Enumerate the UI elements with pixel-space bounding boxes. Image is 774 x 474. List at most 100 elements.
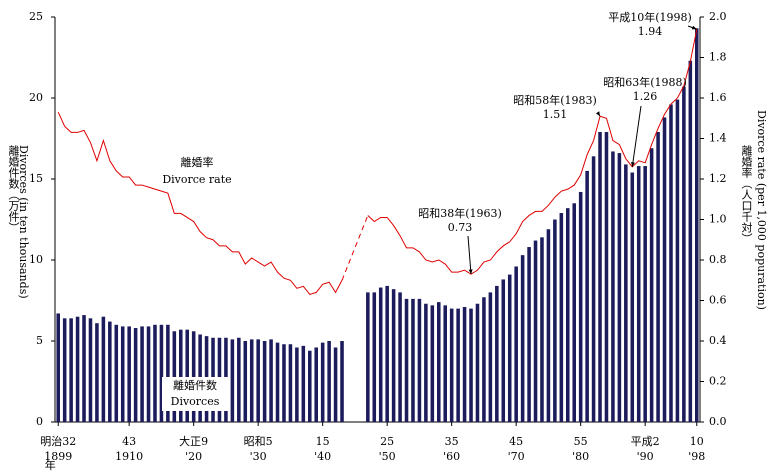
bar: [662, 117, 667, 422]
y2-tick-label: 0.2: [709, 375, 727, 388]
x-tick-era-label: 大正9: [179, 434, 208, 448]
bar: [572, 203, 576, 422]
bar: [82, 315, 86, 422]
bar: [140, 326, 144, 422]
bar: [430, 305, 435, 422]
bar: [146, 326, 151, 422]
y2-tick-label: 0.6: [709, 294, 727, 307]
bar: [282, 344, 286, 422]
bar: [501, 279, 506, 422]
bar: [114, 324, 119, 422]
y2-tick-label: 2.0: [709, 10, 727, 23]
bar: [301, 345, 306, 422]
x-tick-era-label: 25: [380, 435, 394, 448]
bar: [591, 156, 596, 422]
annotation-arrow: [631, 105, 642, 167]
x-tick-era-label: 43: [122, 435, 136, 448]
y2-tick-label: 0.8: [709, 253, 727, 266]
bar: [559, 213, 564, 422]
bar: [424, 303, 428, 422]
annotation-label: 平成10年(1998): [608, 10, 692, 24]
x-tick-era-label: 10: [690, 435, 704, 448]
annotation-arrowhead: [691, 25, 697, 30]
x-tick-label: 1910: [115, 450, 143, 463]
bar: [527, 247, 531, 422]
bar: [237, 337, 241, 422]
x-tick-label: '20: [185, 450, 202, 463]
y2-tick-label: 1.2: [709, 172, 727, 185]
bar: [340, 341, 344, 422]
bar: [656, 132, 660, 422]
bar: [417, 298, 422, 422]
y-axis-label: 離婚件数（万件）: [7, 145, 20, 233]
bar: [172, 331, 177, 422]
annotation-label: 昭和63年(1988): [603, 75, 687, 89]
bar: [320, 342, 325, 422]
y2-axis-label: 離婚率（人口千対）: [740, 145, 753, 244]
bar: [256, 339, 260, 422]
bar: [469, 308, 473, 422]
bar: [327, 341, 331, 422]
bar: [179, 329, 183, 422]
x-tick-era-label: 平成2: [631, 435, 660, 448]
series-label-en: Divorce rate: [162, 173, 231, 186]
bar: [191, 331, 196, 422]
bar: [566, 208, 570, 422]
bar: [153, 324, 157, 422]
bar: [495, 285, 499, 422]
bar: [69, 318, 73, 422]
bar: [585, 170, 589, 422]
bar: [262, 341, 267, 422]
x-unit: 年: [45, 458, 56, 472]
x-tick-label: '40: [314, 450, 331, 463]
bar: [636, 166, 641, 422]
annotation-arrowhead: [468, 269, 473, 275]
y-tick-label: 15: [29, 172, 43, 185]
bar: [159, 324, 164, 422]
bar: [101, 316, 106, 422]
x-tick-label: '70: [508, 450, 525, 463]
bar: [166, 324, 170, 422]
bar: [411, 298, 415, 422]
bar: [275, 342, 280, 422]
series-label-en: Divorces: [171, 395, 220, 408]
x-tick-label: '80: [572, 450, 589, 463]
bar: [669, 104, 673, 422]
bar: [243, 341, 248, 422]
x-tick-label: 1899: [44, 450, 72, 463]
y2-tick-label: 1.6: [709, 91, 727, 104]
bar: [507, 274, 512, 422]
bar: [604, 132, 609, 422]
annotation-value: 1.94: [638, 25, 663, 38]
bar: [488, 292, 493, 422]
bar: [295, 347, 299, 422]
y2-tick-label: 1.4: [709, 132, 727, 145]
x-tick-label: '60: [443, 450, 460, 463]
annotation-label: 昭和38年(1963): [418, 206, 502, 220]
bar: [617, 153, 622, 422]
bar: [630, 172, 635, 422]
bar: [598, 132, 602, 422]
y2-tick-label: 0.4: [709, 334, 727, 347]
line: [57, 29, 698, 296]
x-tick-era-label: 15: [316, 435, 330, 448]
bar: [56, 313, 60, 422]
x-tick-label: '50: [379, 450, 396, 463]
bar: [288, 344, 293, 422]
annotation-value: 0.73: [448, 221, 473, 234]
x-tick-era-label: 明治32: [40, 434, 76, 448]
annotation-value: 1.26: [633, 90, 658, 103]
bar: [456, 308, 460, 422]
annotation-arrow: [467, 235, 472, 275]
bar: [385, 285, 389, 422]
x-tick-label: '30: [250, 450, 267, 463]
bar: [675, 99, 680, 423]
y-tick-label: 20: [29, 91, 43, 104]
x-tick-label: '98: [688, 450, 705, 463]
bar: [443, 305, 447, 422]
bar: [108, 321, 112, 422]
bar: [695, 28, 699, 423]
bar: [314, 347, 318, 422]
bar: [120, 326, 125, 422]
